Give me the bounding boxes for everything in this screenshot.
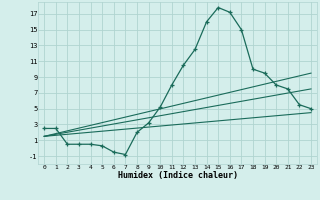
X-axis label: Humidex (Indice chaleur): Humidex (Indice chaleur) <box>118 171 238 180</box>
